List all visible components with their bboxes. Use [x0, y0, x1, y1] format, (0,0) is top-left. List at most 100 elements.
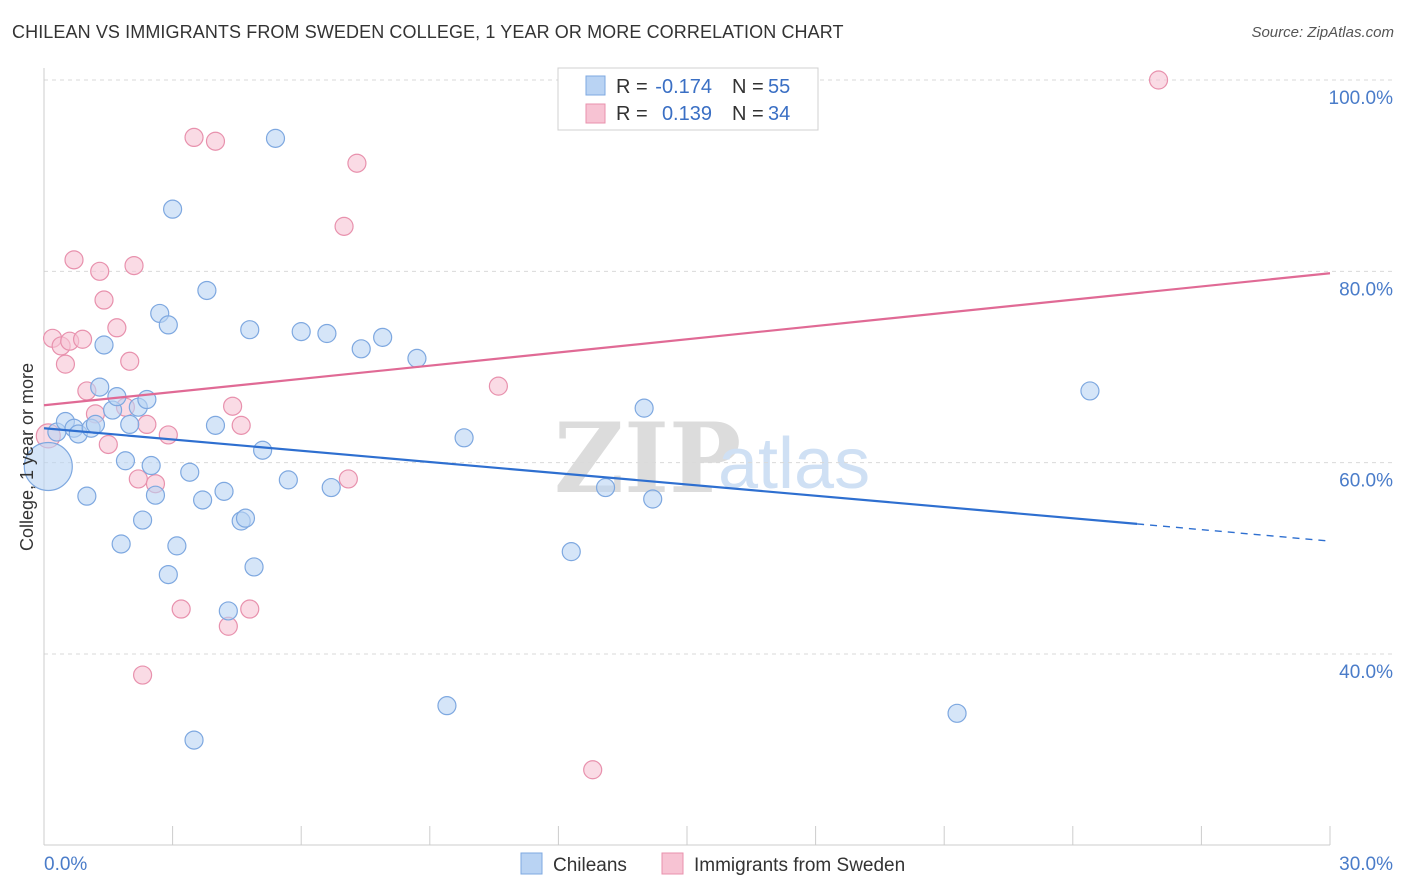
chilean-point-41	[321, 477, 341, 498]
sweden-point-9	[90, 261, 110, 281]
chilean-point-46	[454, 428, 474, 448]
sweden-point-18	[137, 414, 157, 434]
chilean-point-28	[197, 280, 217, 301]
sweden-point-21	[171, 599, 191, 619]
legend-swatch-sweden	[585, 103, 606, 124]
chilean-point-27	[193, 490, 213, 510]
sweden-point-3	[55, 354, 76, 374]
chilean-point-48	[595, 477, 616, 498]
sweden-point-17	[132, 665, 153, 685]
chilean-point-50	[643, 489, 663, 509]
chilean-point-40	[317, 323, 337, 344]
sweden-point-20	[158, 425, 178, 445]
sweden-point-32	[583, 760, 603, 780]
y-tick-label-40: 40.0%	[1339, 662, 1393, 683]
chilean-point-45	[437, 696, 457, 716]
series-label-chileans: Chileans	[553, 855, 627, 876]
legend-n-label-2: N =	[732, 103, 764, 125]
y-tick-labels: 40.0% 60.0% 80.0% 100.0%	[1329, 88, 1394, 683]
sweden-point-12	[107, 318, 127, 338]
chilean-point-5	[77, 486, 97, 506]
series-label-sweden: Immigrants from Sweden	[694, 855, 905, 876]
chilean-point-0	[23, 441, 73, 492]
chart-title: CHILEAN VS IMMIGRANTS FROM SWEDEN COLLEG…	[12, 22, 844, 42]
y-tick-label-60: 60.0%	[1339, 471, 1393, 492]
chilean-point-49	[634, 398, 654, 418]
chilean-point-23	[167, 536, 187, 556]
legend-r-value-2: 0.139	[662, 103, 712, 125]
sweden-point-29	[338, 469, 358, 489]
chilean-point-43	[373, 327, 393, 347]
y-tick-label-100: 100.0%	[1329, 88, 1394, 109]
chilean-point-18	[141, 455, 161, 476]
y-axis-label: College, 1 year or more	[17, 363, 37, 551]
chilean-point-38	[278, 470, 298, 490]
sweden-point-27	[240, 599, 260, 619]
sweden-point-23	[205, 131, 226, 151]
series-swatch-chileans	[520, 852, 543, 875]
chilean-point-7	[85, 414, 106, 434]
chilean-point-31	[218, 601, 238, 621]
chilean-point-52	[1080, 381, 1100, 401]
chilean-point-30	[214, 481, 234, 501]
legend-n-value-1: 55	[768, 76, 790, 98]
legend-swatch-chileans	[585, 75, 606, 96]
chilean-point-13	[115, 451, 136, 471]
chilean-point-44	[407, 348, 427, 368]
y-tick-label-80: 80.0%	[1339, 279, 1393, 300]
source-credit: Source: ZipAtlas.com	[1251, 24, 1394, 41]
chilean-point-19	[145, 485, 166, 505]
x-tick-label-max: 30.0%	[1339, 854, 1393, 875]
legend-r-label-1: R =	[616, 76, 648, 98]
legend-r-value-1: -0.174	[655, 76, 712, 98]
chilean-point-39	[291, 322, 311, 342]
legend-r-label-2: R =	[616, 103, 648, 125]
chilean-point-24	[163, 199, 183, 219]
series-legend: Chileans Immigrants from Sweden	[520, 852, 905, 876]
sweden-point-33	[1148, 70, 1169, 90]
chilean-trend-extension	[1137, 523, 1331, 542]
sweden-point-25	[223, 396, 243, 416]
chilean-point-37	[265, 128, 286, 148]
chilean-point-33	[235, 508, 256, 528]
sweden-point-22	[184, 127, 204, 147]
sweden-point-26	[231, 415, 251, 435]
chilean-point-36	[253, 440, 273, 460]
chilean-point-51	[947, 703, 967, 723]
sweden-point-10	[94, 290, 114, 310]
series-swatch-sweden	[661, 852, 684, 875]
chilean-points	[23, 128, 1100, 750]
chilean-point-22	[158, 564, 178, 585]
sweden-point-30	[347, 153, 367, 173]
sweden-point-6	[72, 329, 93, 349]
sweden-point-14	[120, 351, 140, 371]
sweden-trend-line	[43, 272, 1331, 407]
sweden-point-28	[334, 216, 354, 236]
correlation-legend: R = -0.174 N = 55 R = 0.139 N = 34	[557, 67, 819, 131]
chilean-trend-line	[43, 427, 1138, 525]
chilean-point-16	[132, 510, 153, 530]
chilean-point-35	[244, 557, 264, 577]
legend-n-label-1: N =	[732, 76, 764, 98]
watermark-atlas: atlas	[718, 424, 870, 504]
chilean-point-26	[184, 730, 204, 750]
trend-lines	[43, 272, 1331, 542]
chilean-point-12	[111, 534, 131, 554]
sweden-point-15	[124, 255, 144, 276]
chilean-point-14	[120, 414, 140, 434]
chilean-point-42	[351, 339, 371, 359]
x-tick-label-min: 0.0%	[44, 854, 87, 875]
chilean-point-8	[90, 377, 110, 397]
sweden-point-31	[488, 376, 508, 396]
sweden-point-11	[98, 434, 118, 455]
chilean-point-25	[180, 462, 200, 482]
x-ticks	[172, 826, 1331, 845]
chilean-point-47	[561, 542, 581, 562]
chilean-point-21	[158, 315, 178, 335]
sweden-point-16	[128, 469, 148, 489]
sweden-point-5	[64, 250, 84, 270]
chilean-point-9	[94, 335, 114, 355]
chilean-point-29	[205, 415, 226, 435]
legend-n-value-2: 34	[768, 103, 790, 125]
